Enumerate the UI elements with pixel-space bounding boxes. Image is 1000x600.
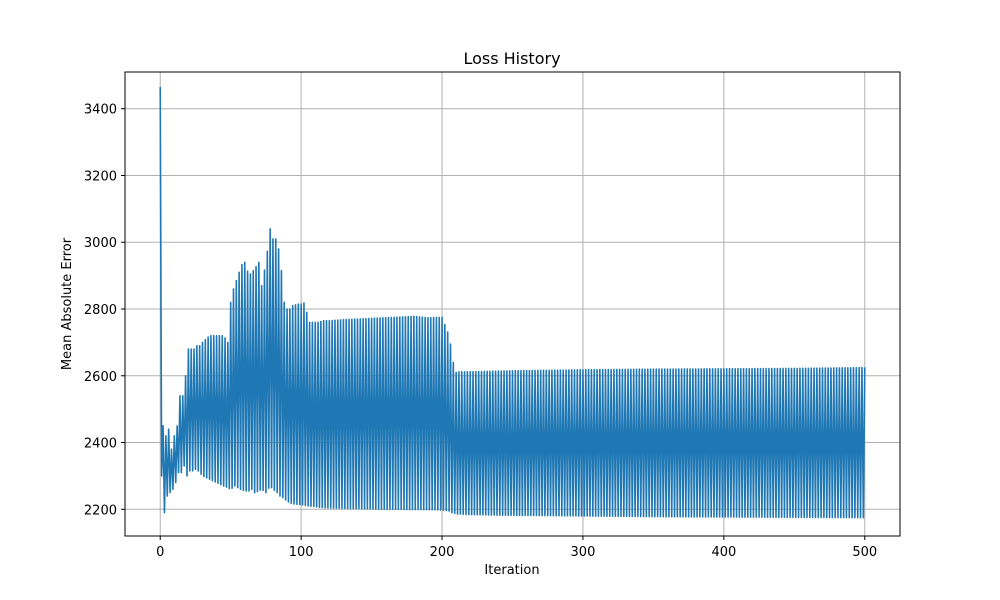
- y-tick-label: 3200: [84, 169, 117, 184]
- y-axis-ticks: 2200 2400 2600 2800 3000 3200 3400: [84, 103, 125, 518]
- series-layer: [159, 87, 866, 519]
- y-tick-label: 3000: [84, 236, 117, 251]
- chart-title: Loss History: [463, 49, 560, 68]
- x-tick-label: 400: [711, 545, 736, 560]
- loss-line: [159, 87, 866, 519]
- axes-frame: [124, 71, 901, 537]
- y-tick-label: 2200: [84, 503, 117, 518]
- x-axis-ticks: 0 100 200 300 400 500: [156, 536, 877, 560]
- y-tick-label: 3400: [84, 103, 117, 118]
- x-tick-label: 300: [571, 545, 596, 560]
- y-tick-label: 2600: [84, 370, 117, 385]
- x-tick-label: 100: [289, 545, 314, 560]
- x-tick-label: 200: [430, 545, 455, 560]
- x-axis-label: Iteration: [484, 563, 539, 578]
- x-tick-label: 0: [156, 545, 164, 560]
- y-axis-label: Mean Absolute Error: [60, 237, 75, 370]
- x-tick-label: 500: [852, 545, 877, 560]
- y-tick-label: 2800: [84, 303, 117, 318]
- y-tick-label: 2400: [84, 437, 117, 452]
